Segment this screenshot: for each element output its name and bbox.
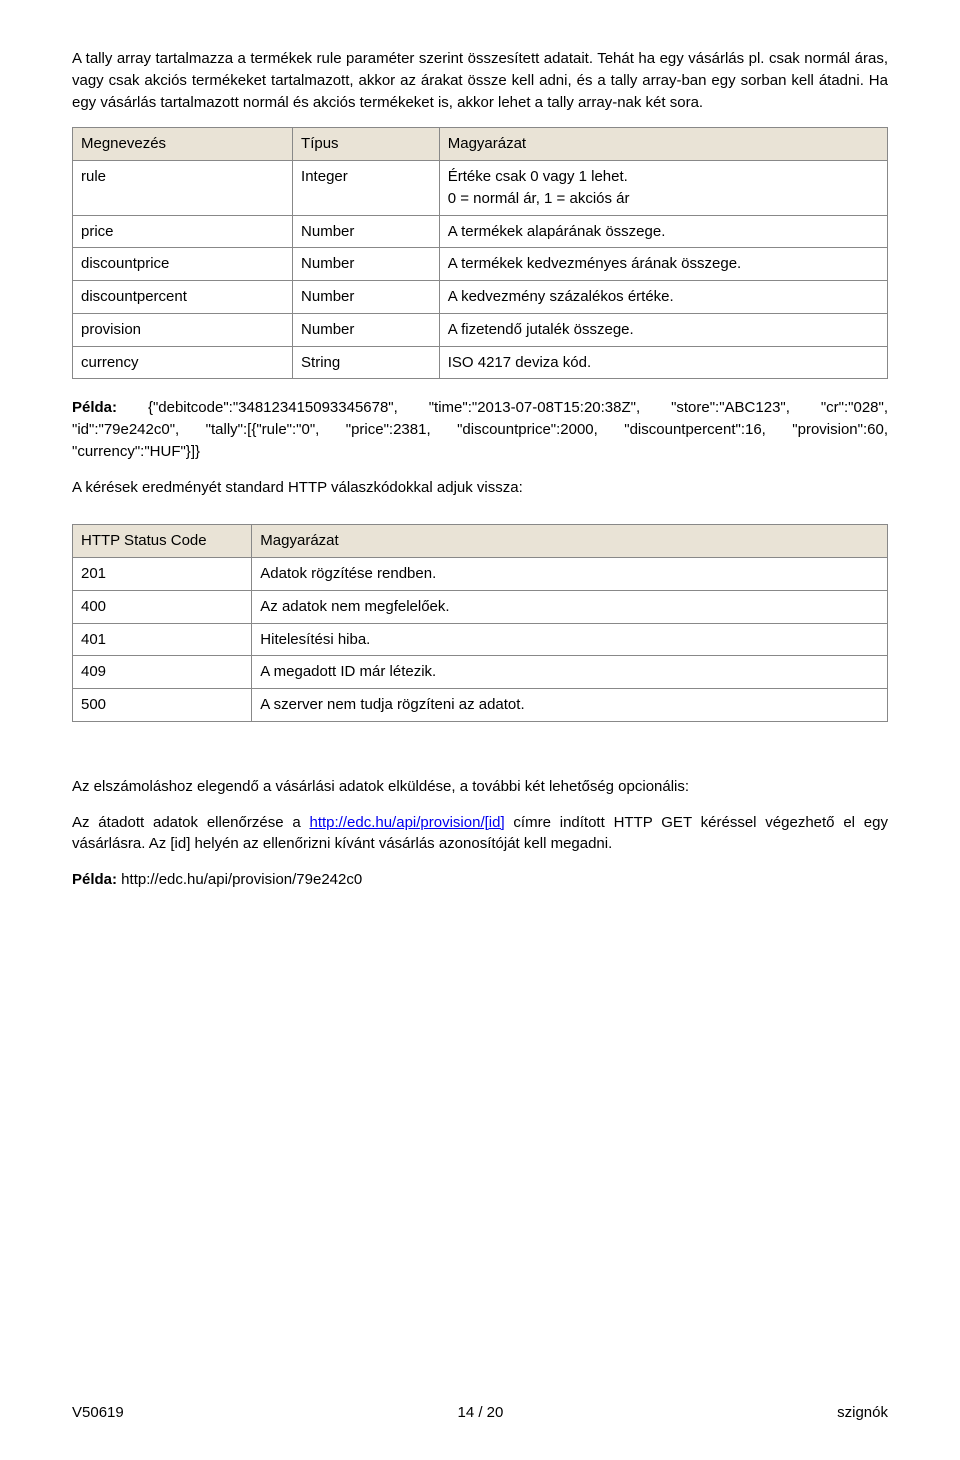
table-cell: 201 [73,558,252,591]
table-row: 401Hitelesítési hiba. [73,623,888,656]
table-row: discountpriceNumberA termékek kedvezmény… [73,248,888,281]
example2-text: http://edc.hu/api/provision/79e242c0 [117,871,362,888]
table-cell: Adatok rögzítése rendben. [252,558,888,591]
table-cell: 500 [73,689,252,722]
example1-text: {"debitcode":"348123415093345678", "time… [72,399,888,460]
table-cell: A kedvezmény százalékos értéke. [439,281,887,314]
page-footer: V50619 14 / 20 szignók [72,1402,888,1424]
table-row: 201Adatok rögzítése rendben. [73,558,888,591]
provision-api-link[interactable]: http://edc.hu/api/provision/[id] [310,814,505,831]
para2: A kérések eredményét standard HTTP válas… [72,477,888,499]
table-cell: Number [293,215,440,248]
table-cell: A termékek kedvezményes árának összege. [439,248,887,281]
table-cell: Hitelesítési hiba. [252,623,888,656]
table-row: priceNumberA termékek alapárának összege… [73,215,888,248]
table-cell: Number [293,281,440,314]
http-status-table: HTTP Status Code Magyarázat 201Adatok rö… [72,524,888,722]
table-cell: Értéke csak 0 vagy 1 lehet.0 = normál ár… [439,161,887,216]
table2-header-desc: Magyarázat [252,525,888,558]
table-cell: Number [293,248,440,281]
table-cell: 401 [73,623,252,656]
example1-label: Példa: [72,399,117,416]
table-row: provisionNumberA fizetendő jutalék össze… [73,313,888,346]
footer-signatures: szignók [837,1402,888,1424]
table-cell: A termékek alapárának összege. [439,215,887,248]
table-cell: Number [293,313,440,346]
para4: Az átadott adatok ellenőrzése a http://e… [72,812,888,856]
table-cell: discountpercent [73,281,293,314]
table-cell: 409 [73,656,252,689]
table-cell: Az adatok nem megfelelőek. [252,590,888,623]
footer-version: V50619 [72,1402,124,1424]
table-cell: String [293,346,440,379]
parameters-table: Megnevezés Típus Magyarázat ruleIntegerÉ… [72,127,888,379]
table-cell: ISO 4217 deviza kód. [439,346,887,379]
table-row: 409A megadott ID már létezik. [73,656,888,689]
table1-header-desc: Magyarázat [439,128,887,161]
table-cell: discountprice [73,248,293,281]
table-cell: A szerver nem tudja rögzíteni az adatot. [252,689,888,722]
example2-label: Példa: [72,871,117,888]
table-row: 400Az adatok nem megfelelőek. [73,590,888,623]
table1-header-type: Típus [293,128,440,161]
intro-paragraph: A tally array tartalmazza a termékek rul… [72,48,888,113]
table-cell: price [73,215,293,248]
table-cell: currency [73,346,293,379]
table-cell: A fizetendő jutalék összege. [439,313,887,346]
example1-paragraph: Példa: {"debitcode":"348123415093345678"… [72,397,888,462]
footer-page-number: 14 / 20 [457,1402,503,1424]
table-cell: rule [73,161,293,216]
table-row: currencyStringISO 4217 deviza kód. [73,346,888,379]
example2-paragraph: Példa: http://edc.hu/api/provision/79e24… [72,869,888,891]
table-cell: A megadott ID már létezik. [252,656,888,689]
para4-pre: Az átadott adatok ellenőrzése a [72,814,310,831]
table-cell: provision [73,313,293,346]
table-cell: Integer [293,161,440,216]
para3: Az elszámoláshoz elegendő a vásárlási ad… [72,776,888,798]
table-row: ruleIntegerÉrtéke csak 0 vagy 1 lehet.0 … [73,161,888,216]
table1-header-name: Megnevezés [73,128,293,161]
table2-header-code: HTTP Status Code [73,525,252,558]
table-row: discountpercentNumberA kedvezmény százal… [73,281,888,314]
table-row: 500A szerver nem tudja rögzíteni az adat… [73,689,888,722]
table-cell: 400 [73,590,252,623]
